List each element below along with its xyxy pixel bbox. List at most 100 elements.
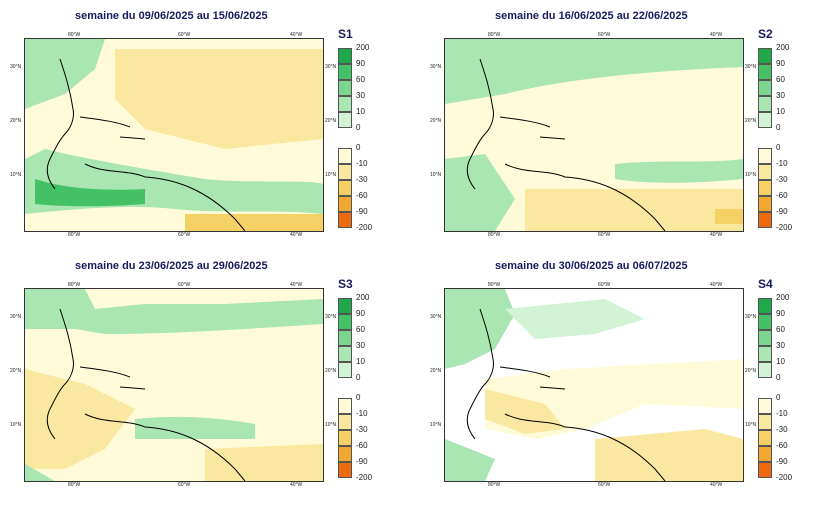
colorbar-label: -30 bbox=[776, 175, 788, 184]
lon-tick-label: 80°W bbox=[488, 32, 501, 38]
lat-tick-label: 20°N bbox=[745, 368, 757, 374]
colorbar-label: 0 bbox=[776, 373, 781, 382]
colorbar-label: -60 bbox=[776, 441, 788, 450]
lat-tick-label: 10°N bbox=[745, 172, 757, 178]
lat-tick-label: 30°N bbox=[325, 314, 337, 320]
lon-tick-label: 40°W bbox=[710, 482, 723, 488]
lat-tick-label: 30°N bbox=[10, 314, 22, 320]
lat-tick-label: 10°N bbox=[430, 172, 442, 178]
colorbar: 200 90 60 30 10 0 0 -10 -30 -60 -90 -200 bbox=[338, 43, 398, 243]
colorbar-cell-negative bbox=[758, 430, 772, 446]
map-layer bbox=[25, 289, 323, 481]
lon-tick-label: 80°W bbox=[488, 482, 501, 488]
lat-tick-label: 20°N bbox=[325, 368, 337, 374]
lat-tick-label: 30°N bbox=[325, 64, 337, 70]
lat-tick-label: 20°N bbox=[10, 368, 22, 374]
map-layer bbox=[445, 289, 743, 481]
panel-label: S2 bbox=[758, 27, 773, 41]
colorbar-label: 200 bbox=[776, 293, 790, 302]
panel-s4: semaine du 30/06/2025 au 06/07/2025 S4 8… bbox=[430, 258, 814, 503]
lat-tick-label: 10°N bbox=[325, 422, 337, 428]
lon-tick-label: 60°W bbox=[178, 32, 191, 38]
colorbar-cell-positive bbox=[758, 48, 772, 64]
colorbar-label: -90 bbox=[356, 457, 368, 466]
panel-s3: semaine du 23/06/2025 au 29/06/2025 S3 8… bbox=[10, 258, 410, 503]
lat-tick-label: 20°N bbox=[10, 118, 22, 124]
colorbar-label: 0 bbox=[776, 123, 781, 132]
map-layer bbox=[25, 39, 323, 231]
colorbar-cell-negative bbox=[758, 180, 772, 196]
colorbar-label: 90 bbox=[776, 59, 785, 68]
colorbar: 200 90 60 30 10 0 0 -10 -30 -60 -90 -200 bbox=[338, 293, 398, 493]
colorbar-label: 200 bbox=[776, 43, 790, 52]
colorbar-label: 90 bbox=[356, 59, 365, 68]
colorbar-label: -90 bbox=[356, 207, 368, 216]
colorbar-cell-negative bbox=[758, 212, 772, 228]
colorbar-cell-positive bbox=[338, 314, 352, 330]
lon-tick-label: 40°W bbox=[290, 32, 303, 38]
colorbar-label: 0 bbox=[776, 393, 781, 402]
colorbar-label: -30 bbox=[776, 425, 788, 434]
colorbar-label: 0 bbox=[356, 123, 361, 132]
colorbar-label: -10 bbox=[356, 409, 368, 418]
lat-tick-label: 30°N bbox=[430, 314, 442, 320]
panel-title: semaine du 23/06/2025 au 29/06/2025 bbox=[75, 260, 268, 272]
colorbar-label: -10 bbox=[356, 159, 368, 168]
colorbar-label: 60 bbox=[356, 325, 365, 334]
colorbar-cell-positive bbox=[758, 346, 772, 362]
colorbar-label: 60 bbox=[356, 75, 365, 84]
map-layer bbox=[445, 39, 743, 231]
lon-tick-label: 80°W bbox=[68, 482, 81, 488]
colorbar-label: 60 bbox=[776, 75, 785, 84]
colorbar-label: 30 bbox=[776, 341, 785, 350]
colorbar-label: 0 bbox=[356, 393, 361, 402]
colorbar-label: -200 bbox=[776, 223, 793, 232]
colorbar-cell-positive bbox=[338, 330, 352, 346]
colorbar-cell-positive bbox=[338, 362, 352, 378]
colorbar-label: -10 bbox=[776, 159, 788, 168]
precip-anomaly-map bbox=[444, 38, 744, 232]
colorbar-cell-positive bbox=[758, 96, 772, 112]
colorbar-cell-negative bbox=[338, 414, 352, 430]
colorbar-cell-positive bbox=[758, 298, 772, 314]
colorbar-cell-positive bbox=[758, 330, 772, 346]
colorbar-label: 200 bbox=[356, 293, 370, 302]
colorbar-cell-positive bbox=[758, 362, 772, 378]
colorbar-cell-positive bbox=[338, 96, 352, 112]
colorbar-cell-negative bbox=[338, 462, 352, 478]
lon-tick-label: 60°W bbox=[178, 482, 191, 488]
colorbar-label: -60 bbox=[776, 191, 788, 200]
panel-s1: semaine du 09/06/2025 au 15/06/2025 S1 8… bbox=[10, 8, 410, 253]
lat-tick-label: 30°N bbox=[430, 64, 442, 70]
lon-tick-label: 40°W bbox=[290, 282, 303, 288]
colorbar-cell-negative bbox=[758, 414, 772, 430]
colorbar-cell-negative bbox=[338, 398, 352, 414]
colorbar-label: -200 bbox=[356, 223, 373, 232]
lon-tick-label: 60°W bbox=[598, 32, 611, 38]
colorbar-label: -60 bbox=[356, 441, 368, 450]
colorbar-cell-positive bbox=[758, 64, 772, 80]
lat-tick-label: 30°N bbox=[745, 314, 757, 320]
lon-tick-label: 80°W bbox=[68, 232, 81, 238]
colorbar-label: 10 bbox=[356, 357, 365, 366]
lat-tick-label: 20°N bbox=[430, 118, 442, 124]
colorbar-label: 200 bbox=[356, 43, 370, 52]
lon-tick-label: 80°W bbox=[68, 32, 81, 38]
colorbar-label: -200 bbox=[356, 473, 373, 482]
lat-tick-label: 30°N bbox=[745, 64, 757, 70]
colorbar-label: 0 bbox=[356, 143, 361, 152]
colorbar-cell-positive bbox=[338, 112, 352, 128]
panel-title: semaine du 16/06/2025 au 22/06/2025 bbox=[495, 10, 688, 22]
colorbar-label: -30 bbox=[356, 425, 368, 434]
lat-tick-label: 20°N bbox=[325, 118, 337, 124]
colorbar-cell-positive bbox=[758, 80, 772, 96]
colorbar-label: 10 bbox=[356, 107, 365, 116]
panel-title: semaine du 30/06/2025 au 06/07/2025 bbox=[495, 260, 688, 272]
panel-label: S1 bbox=[338, 27, 353, 41]
precip-anomaly-map bbox=[24, 38, 324, 232]
colorbar-label: -90 bbox=[776, 457, 788, 466]
colorbar: 200 90 60 30 10 0 0 -10 -30 -60 -90 -200 bbox=[758, 43, 814, 243]
colorbar-label: 30 bbox=[776, 91, 785, 100]
colorbar-cell-negative bbox=[758, 196, 772, 212]
colorbar-label: -30 bbox=[356, 175, 368, 184]
